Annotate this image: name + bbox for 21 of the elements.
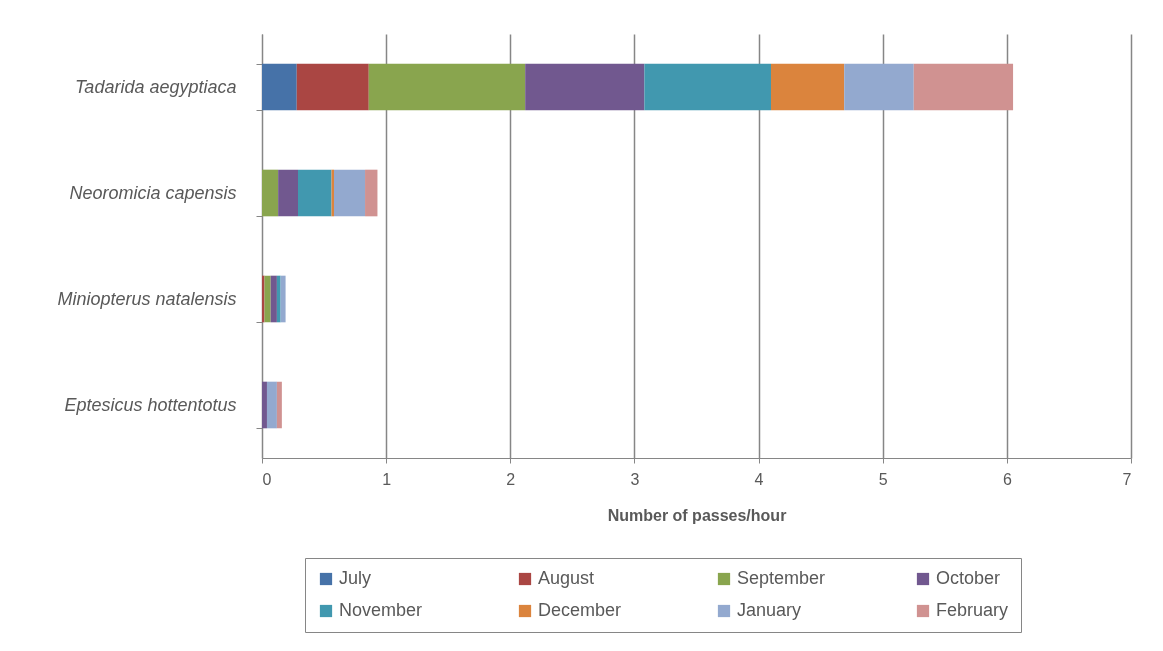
x-tick-label: 5 [878,470,888,488]
x-axis-title: Number of passes/hour [607,506,787,524]
x-tick-label: 6 [1002,470,1012,488]
legend-label: November [339,600,423,620]
legend-label: February [936,600,1009,620]
x-tick-label: 0 [262,470,272,488]
y-tick-label: Neoromicia capensis [69,182,237,203]
x-tick-label: 4 [754,470,764,488]
legend-label: January [737,600,802,620]
legend-label: July [339,568,372,588]
y-tick-label: Eptesicus hottentotus [64,394,237,415]
y-tick-label: Tadarida aegyptiaca [75,76,237,97]
x-tick-label: 1 [382,470,392,488]
legend-label: September [737,568,826,588]
x-tick-label: 2 [506,470,516,488]
legend-label: August [538,568,595,588]
y-tick-label: Miniopterus natalensis [57,288,237,309]
x-tick-label: 3 [630,470,640,488]
legend-label: December [538,600,622,620]
x-tick-label: 7 [1122,470,1132,488]
legend-label: October [936,568,1001,588]
